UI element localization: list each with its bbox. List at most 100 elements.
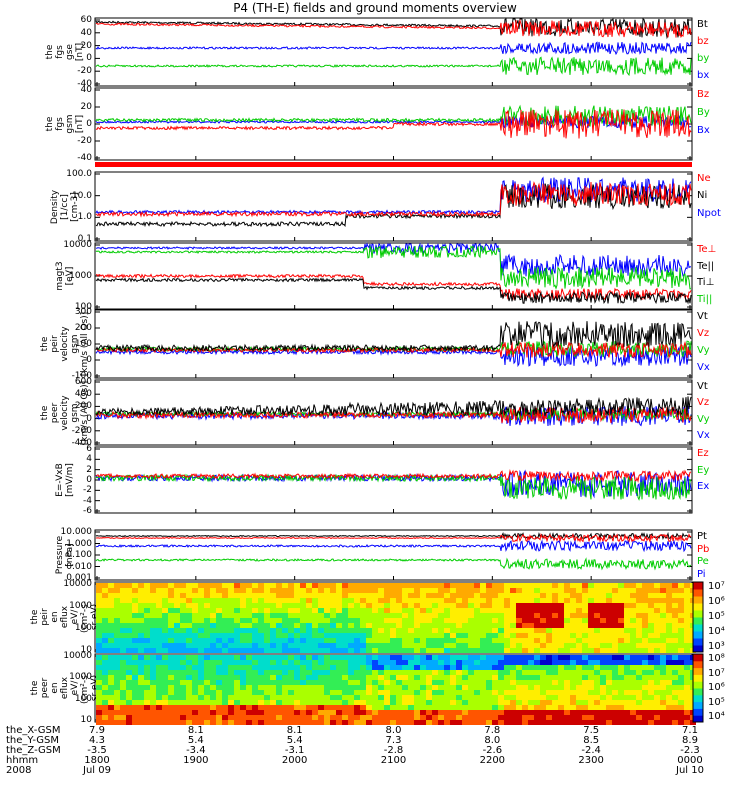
spectrogram-cell [372,700,378,705]
spectrogram-cell [342,588,348,593]
spectrogram-cell [354,705,360,710]
spectrogram-cell [396,660,402,665]
spectrogram-cell [330,608,336,613]
spectrogram-cell [378,598,384,603]
spectrogram-cell [342,655,348,660]
spectrogram-cell [552,628,558,633]
spectrogram-cell [486,705,492,710]
spectrogram-cell [120,598,126,603]
spectrogram-cell [306,593,312,598]
spectrogram-cell [396,633,402,638]
spectrogram-cell [420,675,426,680]
spectrogram-cell [228,695,234,700]
spectrogram-cell [282,670,288,675]
spectrogram-cell [348,618,354,623]
spectrogram-cell [126,633,132,638]
spectrogram-cell [630,685,636,690]
spectrogram-cell [258,633,264,638]
spectrogram-cell [546,675,552,680]
spectrogram-cell [174,633,180,638]
spectrogram-cell [330,633,336,638]
spectrogram-cell [510,583,516,588]
spectrogram-cell [426,613,432,618]
spectrogram-cell [648,583,654,588]
spectrogram-cell [276,648,282,653]
spectrogram-cell [444,623,450,628]
spectrogram-cell [582,623,588,628]
spectrogram-cell [156,623,162,628]
spectrogram-cell [360,593,366,598]
spectrogram-cell [210,670,216,675]
spectrogram-cell [132,710,138,715]
spectrogram-cell [390,710,396,715]
spectrogram-cell [192,690,198,695]
spectrogram-cell [588,608,594,613]
spectrogram-cell [504,665,510,670]
colorbar-swatch [693,610,703,618]
spectrogram-cell [570,593,576,598]
spectrogram-cell [534,598,540,603]
spectrogram-cell [522,670,528,675]
spectrogram-cell [636,633,642,638]
spectrogram-cell [492,598,498,603]
spectrogram-cell [648,680,654,685]
spectrogram-cell [468,593,474,598]
spectrogram-cell [102,660,108,665]
spectrogram-cell [306,665,312,670]
spectrogram-cell [666,700,672,705]
spectrogram-cell [234,648,240,653]
spectrogram-cell [486,608,492,613]
spectrogram-cell [156,628,162,633]
spectrogram-cell [558,618,564,623]
spectrogram-cell [606,690,612,695]
spectrogram-cell [372,648,378,653]
spectrogram-cell [450,670,456,675]
spectrogram-cell [486,598,492,603]
spectrogram-cell [606,675,612,680]
spectrogram-cell [294,680,300,685]
spectrogram-cell [126,628,132,633]
spectrogram-cell [594,690,600,695]
spectrogram-cell [516,648,522,653]
spectrogram-cell [450,665,456,670]
spectrogram-cell [180,670,186,675]
spectrogram-cell [630,628,636,633]
spectrogram-cell [246,720,252,725]
spectrogram-cell [546,700,552,705]
spectrogram-cell [624,675,630,680]
spectrogram-cell [294,660,300,665]
spectrogram-cell [396,638,402,643]
spectrogram-cell [150,710,156,715]
spectrogram-cell [642,705,648,710]
spectrogram-cell [486,675,492,680]
spectrogram-cell [516,655,522,660]
spectrogram-cell [336,628,342,633]
spectrogram-cell [258,680,264,685]
spectrogram-cell [606,700,612,705]
spectrogram-cell [486,593,492,598]
spectrogram-cell [498,700,504,705]
spectrogram-cell [210,638,216,643]
spectrogram-cell [534,623,540,628]
spectrogram-cell [642,670,648,675]
spectrogram-cell [300,680,306,685]
spectrogram-cell [558,588,564,593]
spectrogram-cell [258,648,264,653]
spectrogram-cell [552,593,558,598]
spectrogram-cell [96,648,102,653]
spectrogram-cell [348,660,354,665]
spectrogram-cell [138,613,144,618]
spectrogram-cell [396,690,402,695]
spectrogram-cell [294,603,300,608]
spectrogram-cell [600,660,606,665]
spectrogram-cell [576,665,582,670]
spectrogram-cell [366,660,372,665]
spectrogram-cell [648,655,654,660]
spectrogram-cell [462,690,468,695]
spectrogram-cell [474,700,480,705]
spectrogram-cell [240,598,246,603]
spectrogram-cell [672,593,678,598]
spectrogram-cell [666,690,672,695]
spectrogram-cell [252,660,258,665]
spectrogram-cell [366,700,372,705]
